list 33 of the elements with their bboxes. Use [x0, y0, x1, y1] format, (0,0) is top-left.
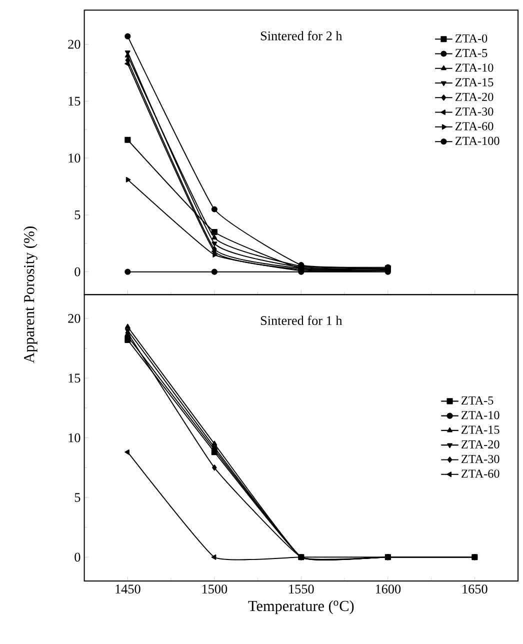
- x-tick-label: 1650: [462, 584, 488, 594]
- legend-label: ZTA-100: [455, 136, 500, 145]
- x-tick-label: 1550: [289, 584, 314, 594]
- y-tick-label: 20: [68, 40, 80, 49]
- legend-label: ZTA-30: [461, 454, 500, 464]
- y-tick-label: 15: [68, 374, 80, 383]
- legend-label: ZTA-10: [455, 64, 494, 72]
- legend-label: ZTA-5: [455, 48, 488, 58]
- x-tick-label: 1500: [202, 584, 228, 594]
- legend-label: ZTA-10: [461, 411, 500, 420]
- y-tick-label: 0: [74, 267, 80, 276]
- y-axis-title: Apparent Porosity (%): [24, 226, 38, 364]
- legend-label: ZTA-60: [461, 470, 500, 478]
- text: Sintered for 1 h: [260, 316, 342, 326]
- legend-label: ZTA-5: [461, 396, 494, 405]
- legend-label: ZTA-15: [461, 426, 500, 434]
- x-tick-label: 1600: [376, 584, 401, 594]
- y-tick-label: 5: [74, 210, 80, 220]
- x-axis-title: Temperature ($^{o}$C): [248, 600, 354, 614]
- x-tick-label: 1450: [116, 584, 140, 594]
- y-tick-label: 0: [74, 552, 80, 562]
- y-tick-label: 20: [68, 314, 80, 323]
- y-tick-label: 10: [68, 154, 80, 162]
- y-tick-label: 10: [68, 433, 80, 442]
- y-tick-label: 5: [74, 493, 80, 502]
- text: Sintered for 2 h: [260, 30, 342, 40]
- legend-label: ZTA-20: [461, 440, 500, 448]
- legend-label: ZTA-20: [455, 92, 494, 102]
- legend-label: ZTA-60: [455, 122, 494, 130]
- legend-label: ZTA-0: [455, 34, 488, 43]
- legend-label: ZTA-15: [455, 78, 494, 86]
- y-tick-label: 15: [68, 96, 80, 106]
- legend-label: ZTA-30: [455, 107, 494, 116]
